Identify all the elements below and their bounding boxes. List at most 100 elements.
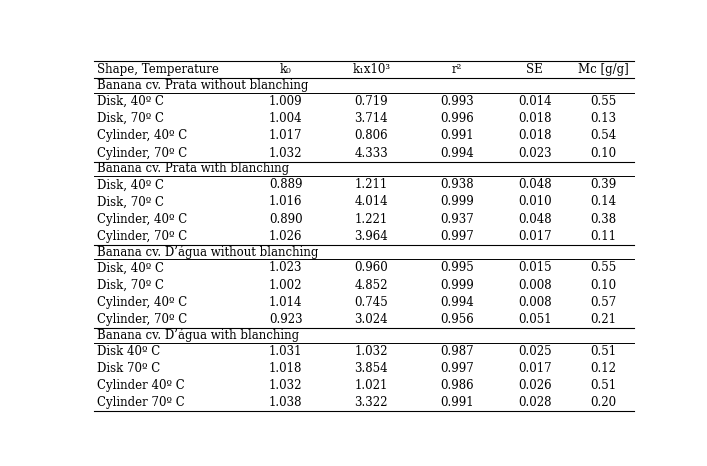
Text: 1.002: 1.002 bbox=[269, 279, 303, 292]
Text: 0.997: 0.997 bbox=[440, 362, 474, 375]
Text: 0.10: 0.10 bbox=[590, 279, 617, 292]
Text: 0.010: 0.010 bbox=[518, 195, 551, 208]
Text: 1.018: 1.018 bbox=[269, 362, 303, 375]
Text: 0.719: 0.719 bbox=[354, 95, 388, 108]
Text: 0.994: 0.994 bbox=[440, 296, 474, 309]
Text: 0.048: 0.048 bbox=[518, 178, 551, 191]
Text: Cylinder, 70º C: Cylinder, 70º C bbox=[97, 146, 187, 159]
Text: 4.333: 4.333 bbox=[354, 146, 388, 159]
Text: 1.026: 1.026 bbox=[269, 230, 303, 243]
Text: 0.994: 0.994 bbox=[440, 146, 474, 159]
Text: 0.995: 0.995 bbox=[440, 261, 474, 274]
Text: 1.211: 1.211 bbox=[355, 178, 388, 191]
Text: Banana cv. D’água without blanching: Banana cv. D’água without blanching bbox=[97, 245, 319, 259]
Text: 0.889: 0.889 bbox=[269, 178, 303, 191]
Text: 0.21: 0.21 bbox=[590, 313, 617, 326]
Text: 1.009: 1.009 bbox=[269, 95, 303, 108]
Text: 0.015: 0.015 bbox=[518, 261, 551, 274]
Text: 0.55: 0.55 bbox=[590, 95, 617, 108]
Text: Disk 70º C: Disk 70º C bbox=[97, 362, 160, 375]
Text: 0.13: 0.13 bbox=[590, 112, 617, 125]
Text: 0.923: 0.923 bbox=[269, 313, 303, 326]
Text: 0.051: 0.051 bbox=[518, 313, 551, 326]
Text: r²: r² bbox=[452, 63, 462, 76]
Text: 0.986: 0.986 bbox=[440, 379, 474, 392]
Text: 0.017: 0.017 bbox=[518, 230, 551, 243]
Text: 0.017: 0.017 bbox=[518, 362, 551, 375]
Text: 0.54: 0.54 bbox=[590, 130, 617, 143]
Text: 1.023: 1.023 bbox=[269, 261, 303, 274]
Text: 1.016: 1.016 bbox=[269, 195, 303, 208]
Text: 3.964: 3.964 bbox=[354, 230, 388, 243]
Text: 0.018: 0.018 bbox=[518, 130, 551, 143]
Text: 0.023: 0.023 bbox=[518, 146, 551, 159]
Text: 0.991: 0.991 bbox=[440, 396, 474, 409]
Text: Disk, 70º C: Disk, 70º C bbox=[97, 195, 164, 208]
Text: 0.39: 0.39 bbox=[590, 178, 617, 191]
Text: 1.032: 1.032 bbox=[269, 379, 303, 392]
Text: 0.960: 0.960 bbox=[354, 261, 388, 274]
Text: 0.20: 0.20 bbox=[590, 396, 617, 409]
Text: 3.024: 3.024 bbox=[354, 313, 388, 326]
Text: 0.014: 0.014 bbox=[518, 95, 551, 108]
Text: 1.017: 1.017 bbox=[269, 130, 303, 143]
Text: Disk, 40º C: Disk, 40º C bbox=[97, 95, 164, 108]
Text: Disk, 40º C: Disk, 40º C bbox=[97, 261, 164, 274]
Text: SE: SE bbox=[526, 63, 543, 76]
Text: 0.993: 0.993 bbox=[440, 95, 474, 108]
Text: 1.031: 1.031 bbox=[269, 345, 303, 357]
Text: 0.57: 0.57 bbox=[590, 296, 617, 309]
Text: 1.038: 1.038 bbox=[269, 396, 303, 409]
Text: 4.852: 4.852 bbox=[354, 279, 388, 292]
Text: 3.322: 3.322 bbox=[354, 396, 388, 409]
Text: 0.987: 0.987 bbox=[440, 345, 474, 357]
Text: Disk 40º C: Disk 40º C bbox=[97, 345, 160, 357]
Text: Disk, 40º C: Disk, 40º C bbox=[97, 178, 164, 191]
Text: 1.014: 1.014 bbox=[269, 296, 303, 309]
Text: 0.14: 0.14 bbox=[590, 195, 617, 208]
Text: 0.806: 0.806 bbox=[354, 130, 388, 143]
Text: 0.996: 0.996 bbox=[440, 112, 474, 125]
Text: 1.004: 1.004 bbox=[269, 112, 303, 125]
Text: 0.51: 0.51 bbox=[590, 379, 617, 392]
Text: Shape, Temperature: Shape, Temperature bbox=[97, 63, 219, 76]
Text: k₀: k₀ bbox=[280, 63, 291, 76]
Text: 0.956: 0.956 bbox=[440, 313, 474, 326]
Text: 0.025: 0.025 bbox=[518, 345, 551, 357]
Text: 0.028: 0.028 bbox=[518, 396, 551, 409]
Text: 0.026: 0.026 bbox=[518, 379, 551, 392]
Text: Cylinder 70º C: Cylinder 70º C bbox=[97, 396, 185, 409]
Text: 1.032: 1.032 bbox=[354, 345, 388, 357]
Text: 0.51: 0.51 bbox=[590, 345, 617, 357]
Text: Cylinder, 70º C: Cylinder, 70º C bbox=[97, 313, 187, 326]
Text: Banana cv. Prata with blanching: Banana cv. Prata with blanching bbox=[97, 163, 289, 175]
Text: 0.38: 0.38 bbox=[590, 212, 617, 226]
Text: 0.008: 0.008 bbox=[518, 296, 551, 309]
Text: 0.55: 0.55 bbox=[590, 261, 617, 274]
Text: 0.10: 0.10 bbox=[590, 146, 617, 159]
Text: 0.991: 0.991 bbox=[440, 130, 474, 143]
Text: Cylinder, 40º C: Cylinder, 40º C bbox=[97, 212, 187, 226]
Text: 1.032: 1.032 bbox=[269, 146, 303, 159]
Text: 3.714: 3.714 bbox=[354, 112, 388, 125]
Text: 0.999: 0.999 bbox=[440, 195, 474, 208]
Text: Disk, 70º C: Disk, 70º C bbox=[97, 279, 164, 292]
Text: 0.12: 0.12 bbox=[590, 362, 617, 375]
Text: 0.999: 0.999 bbox=[440, 279, 474, 292]
Text: 0.997: 0.997 bbox=[440, 230, 474, 243]
Text: 0.11: 0.11 bbox=[590, 230, 617, 243]
Text: k₁x10³: k₁x10³ bbox=[352, 63, 390, 76]
Text: 0.048: 0.048 bbox=[518, 212, 551, 226]
Text: 0.890: 0.890 bbox=[269, 212, 303, 226]
Text: 1.221: 1.221 bbox=[355, 212, 388, 226]
Text: 3.854: 3.854 bbox=[354, 362, 388, 375]
Text: Mc [g/g]: Mc [g/g] bbox=[578, 63, 629, 76]
Text: Cylinder, 40º C: Cylinder, 40º C bbox=[97, 130, 187, 143]
Text: 0.938: 0.938 bbox=[440, 178, 474, 191]
Text: Banana cv. Prata without blanching: Banana cv. Prata without blanching bbox=[97, 79, 308, 92]
Text: 1.021: 1.021 bbox=[354, 379, 388, 392]
Text: Cylinder 40º C: Cylinder 40º C bbox=[97, 379, 185, 392]
Text: 0.745: 0.745 bbox=[354, 296, 388, 309]
Text: Banana cv. D’água with blanching: Banana cv. D’água with blanching bbox=[97, 329, 299, 342]
Text: Cylinder, 70º C: Cylinder, 70º C bbox=[97, 230, 187, 243]
